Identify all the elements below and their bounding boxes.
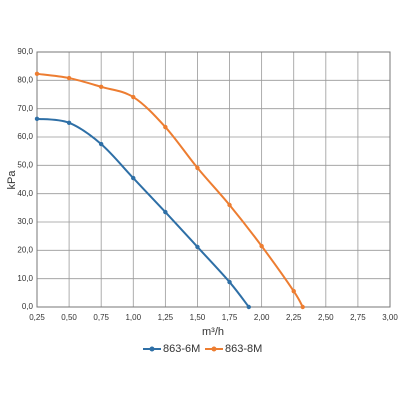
x-tick-label: 2,25	[286, 313, 302, 322]
x-tick-label: 1,25	[158, 313, 174, 322]
data-point	[131, 175, 136, 181]
data-point	[98, 84, 104, 90]
x-tick-label: 1,50	[190, 313, 206, 322]
data-point	[163, 124, 168, 130]
data-point	[246, 304, 251, 310]
data-point	[66, 120, 72, 126]
data-point	[131, 94, 136, 100]
y-tick-label: 30,0	[17, 217, 33, 226]
data-point	[163, 209, 168, 215]
x-tick-label: 0,50	[61, 313, 77, 322]
y-tick-label: 90,0	[17, 47, 33, 56]
data-point	[300, 304, 305, 310]
plot-border	[36, 51, 391, 308]
series-line	[36, 117, 250, 308]
x-tick-label: 2,00	[254, 313, 270, 322]
series-line	[36, 72, 304, 308]
x-tick-label: 0,75	[93, 313, 109, 322]
legend-marker	[149, 346, 155, 352]
y-tick-label: 70,0	[17, 104, 33, 113]
legend-label: 863-6M	[163, 343, 200, 355]
y-tick-label: 50,0	[17, 160, 33, 169]
data-point	[98, 141, 104, 147]
data-point	[66, 75, 72, 81]
data-point	[227, 279, 232, 285]
y-tick-label: 40,0	[17, 189, 33, 198]
legend-label: 863-8M	[225, 343, 262, 355]
y-tick-label: 20,0	[17, 245, 33, 254]
data-point	[195, 244, 200, 250]
x-tick-label: 1,00	[125, 313, 141, 322]
data-point	[195, 165, 200, 171]
data-point	[291, 288, 296, 294]
data-point	[259, 243, 264, 249]
x-tick-label: 0,25	[29, 313, 45, 322]
x-tick-label: 3,00	[382, 313, 398, 322]
y-axis-title: kPa	[6, 170, 18, 190]
x-axis-title: m³/h	[202, 326, 224, 338]
x-tick-label: 2,50	[318, 313, 334, 322]
y-tick-label: 0,0	[22, 302, 34, 311]
y-tick-label: 60,0	[17, 132, 33, 141]
data-point	[34, 116, 40, 122]
y-tick-label: 10,0	[17, 274, 33, 283]
x-tick-label: 2,75	[350, 313, 366, 322]
y-tick-label: 80,0	[17, 75, 33, 84]
data-point	[227, 202, 232, 208]
legend-marker	[211, 346, 217, 352]
data-point	[34, 71, 40, 77]
x-tick-label: 1,75	[222, 313, 238, 322]
